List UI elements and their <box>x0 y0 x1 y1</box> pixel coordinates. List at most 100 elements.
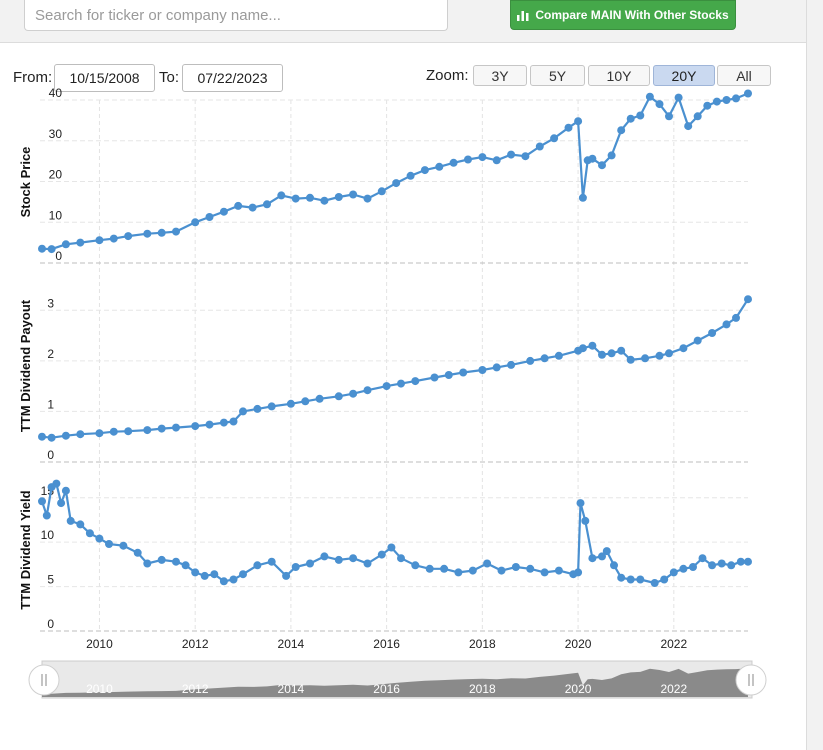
data-point <box>143 559 152 568</box>
data-point <box>665 349 673 358</box>
data-point <box>717 559 726 568</box>
zoom-all-button[interactable]: All <box>717 65 771 86</box>
data-point <box>234 201 243 210</box>
data-point <box>459 368 468 377</box>
series-line <box>41 298 749 439</box>
y-tick-label: 10 <box>49 208 63 222</box>
data-point <box>392 179 401 188</box>
zoom-3y-button[interactable]: 3Y <box>473 65 527 86</box>
data-point <box>349 389 358 398</box>
data-point <box>267 557 276 566</box>
data-point <box>708 561 717 570</box>
data-point <box>492 156 501 165</box>
data-point <box>650 579 659 587</box>
data-point <box>191 422 200 431</box>
zoom-10y-button[interactable]: 10Y <box>588 65 650 86</box>
data-point <box>698 554 707 563</box>
from-date-input[interactable]: 10/15/2008 <box>54 64 155 92</box>
data-point <box>689 563 697 571</box>
x-tick-label: 2010 <box>86 637 113 651</box>
data-point <box>444 371 453 379</box>
search-input[interactable]: Search for ticker or company name... <box>24 0 448 31</box>
data-point <box>157 424 166 433</box>
data-point <box>291 563 300 571</box>
data-point <box>229 417 238 426</box>
data-point <box>511 563 520 571</box>
data-point <box>665 112 673 121</box>
y-axis-title: TTM Dividend Payout <box>18 299 33 432</box>
data-point <box>42 511 51 520</box>
zoom-20y-button[interactable]: 20Y <box>653 65 715 86</box>
data-point <box>497 566 506 575</box>
to-date-input[interactable]: 07/22/2023 <box>182 64 283 92</box>
data-point <box>191 568 200 577</box>
data-point <box>61 431 70 440</box>
data-point <box>464 155 472 164</box>
data-point <box>641 354 650 363</box>
data-point <box>478 366 487 374</box>
data-point <box>38 497 46 506</box>
data-point <box>430 373 439 382</box>
data-point <box>61 486 70 495</box>
data-point <box>349 554 358 563</box>
data-point <box>727 561 736 570</box>
data-point <box>483 559 492 568</box>
y-tick-label: 5 <box>47 573 54 587</box>
data-point <box>219 577 228 586</box>
data-point <box>617 573 626 582</box>
right-gutter <box>806 0 823 750</box>
data-point <box>306 559 314 568</box>
y-tick-label: 30 <box>49 127 63 141</box>
y-axis-title: Stock Price <box>18 147 33 218</box>
data-point <box>636 575 645 584</box>
y-tick-label: 0 <box>55 249 62 263</box>
compare-button[interactable]: Compare MAIN With Other Stocks <box>510 0 736 30</box>
data-point <box>363 194 372 203</box>
data-point <box>76 520 85 529</box>
data-point <box>588 341 597 350</box>
data-point <box>47 245 56 254</box>
zoom-label: Zoom: <box>426 67 469 84</box>
data-point <box>655 100 664 109</box>
data-point <box>363 386 372 395</box>
data-point <box>253 404 262 413</box>
data-point <box>492 363 501 372</box>
data-point <box>172 227 180 236</box>
data-point <box>282 571 291 580</box>
zoom-5y-button[interactable]: 5Y <box>530 65 585 86</box>
data-point <box>320 196 329 205</box>
data-point <box>124 427 133 436</box>
data-point <box>291 194 300 203</box>
x-tick-label: 2022 <box>660 637 687 651</box>
navigator-handle-left[interactable] <box>28 664 60 696</box>
data-point <box>732 313 740 322</box>
data-point <box>205 420 214 429</box>
data-point <box>301 397 310 406</box>
data-point <box>397 554 405 563</box>
data-point <box>157 228 166 237</box>
data-point <box>229 575 238 584</box>
data-point <box>736 557 745 566</box>
data-point <box>554 566 563 575</box>
data-point <box>722 320 731 329</box>
data-point <box>722 96 731 104</box>
data-point <box>349 190 358 199</box>
data-point <box>578 344 587 353</box>
data-point <box>105 540 113 548</box>
data-point <box>181 561 190 570</box>
data-point <box>693 336 702 345</box>
x-tick-label: 2020 <box>565 637 592 651</box>
navigator-handle-right[interactable] <box>735 664 767 696</box>
navigator-label: 2010 <box>86 682 113 696</box>
data-point <box>320 552 329 561</box>
data-point <box>52 479 61 488</box>
data-point <box>507 150 516 159</box>
navigator-handle-left-knob <box>28 664 60 696</box>
data-point <box>478 153 487 162</box>
data-point <box>172 557 180 566</box>
data-point <box>334 193 343 201</box>
data-point <box>602 547 611 556</box>
data-point <box>581 516 590 525</box>
range-navigator: 2010 2012 2014 2016 2018 2020 2022 <box>28 660 767 699</box>
